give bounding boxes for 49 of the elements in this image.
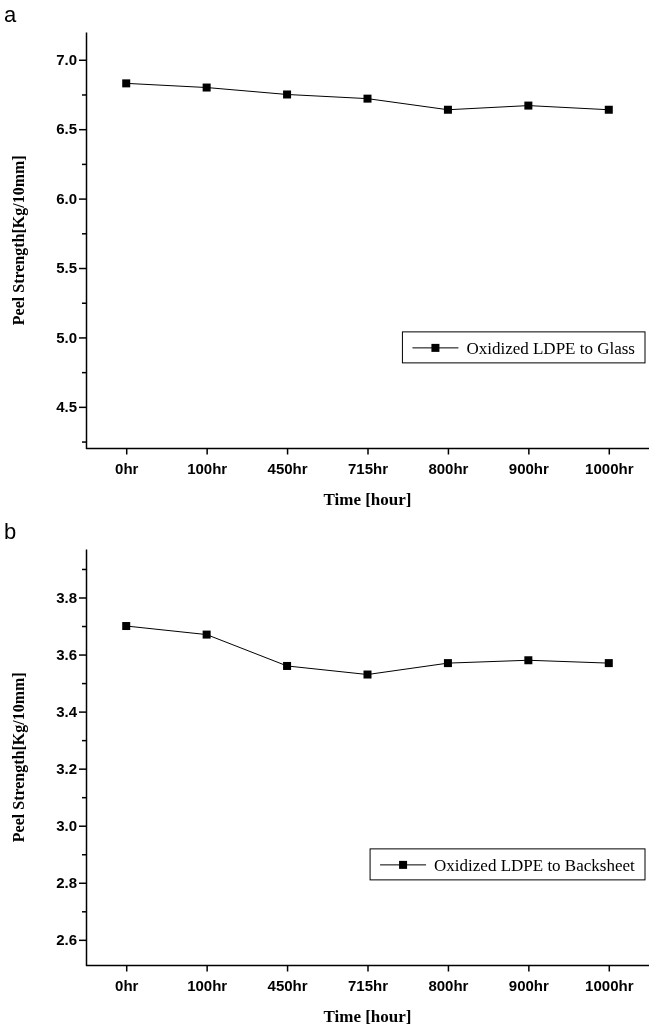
chart-title: b [4, 518, 17, 544]
x-tick-label: 450hr [267, 976, 308, 994]
y-tick-label: 2.6 [56, 930, 77, 948]
x-axis-title: Time [hour] [323, 489, 412, 509]
y-tick-label: 2.8 [56, 873, 77, 891]
y-axis-title: Peel Strength[Kg/10mm] [10, 155, 28, 326]
y-tick-label: 7.0 [56, 51, 77, 69]
x-tick-label: 715hr [347, 976, 389, 994]
x-tick-label: 100hr [187, 976, 228, 994]
y-tick-label: 3.4 [56, 702, 78, 720]
y-tick-label: 6.0 [56, 189, 77, 207]
y-tick-label: 3.6 [56, 645, 77, 663]
point [283, 90, 292, 99]
y-tick-label: 5.0 [56, 328, 77, 346]
point [363, 94, 372, 103]
x-tick-label: 0hr [115, 460, 139, 477]
point [604, 105, 613, 114]
legend-label: Oxidized LDPE to Backsheet [434, 855, 635, 875]
y-tick-label: 3.2 [56, 759, 77, 777]
x-tick-label: 0hr [115, 976, 139, 994]
x-tick-label: 800hr [428, 460, 469, 477]
x-tick-label: 1000hr [585, 460, 634, 477]
x-tick-label: 1000hr [585, 976, 634, 994]
y-tick-label: 3.0 [56, 816, 77, 834]
y-axis-title: Peel Strength[Kg/10mm] [10, 671, 28, 842]
point [122, 79, 131, 88]
point [443, 105, 452, 114]
point [283, 661, 292, 670]
x-tick-label: 900hr [508, 460, 550, 477]
x-tick-label: 800hr [428, 976, 469, 994]
point [524, 655, 533, 664]
point [202, 630, 211, 639]
x-tick-label: 900hr [508, 976, 550, 994]
point [604, 658, 613, 667]
x-axis-title: Time [hour] [323, 1006, 412, 1025]
legend-label: Oxidized LDPE to Glass [466, 338, 635, 358]
y-tick-label: 4.5 [56, 398, 77, 416]
y-tick-label: 6.5 [56, 120, 77, 138]
x-tick-label: 450hr [267, 460, 308, 477]
chart-title: a [4, 2, 17, 27]
y-tick-label: 3.8 [56, 588, 77, 606]
x-tick-label: 715hr [347, 460, 389, 477]
point [443, 658, 452, 667]
y-tick-label: 5.5 [56, 259, 77, 277]
point [524, 101, 533, 110]
point [363, 670, 372, 679]
x-tick-label: 100hr [187, 460, 228, 477]
point [122, 621, 131, 630]
point [202, 83, 211, 92]
